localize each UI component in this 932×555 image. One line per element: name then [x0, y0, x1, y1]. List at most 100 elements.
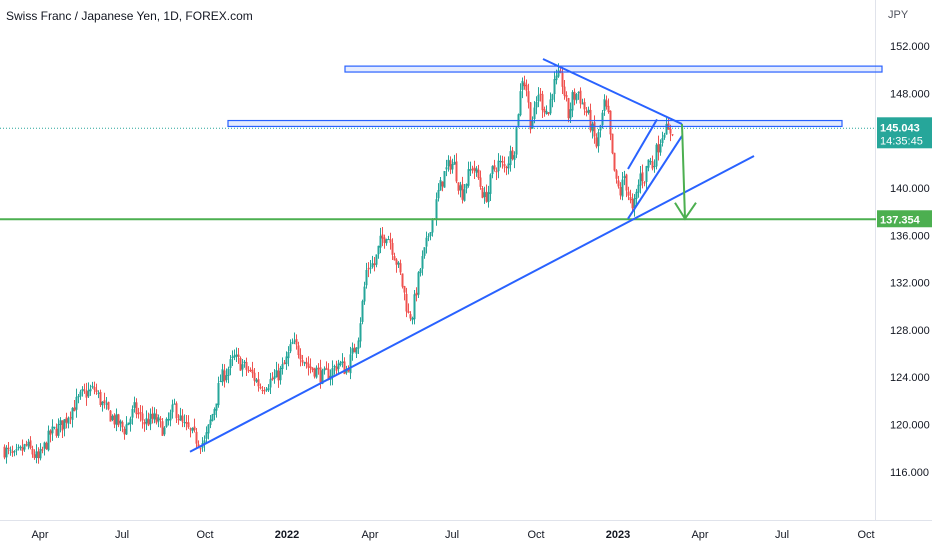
candle-body: [119, 420, 122, 424]
candle-body: [471, 168, 474, 170]
candle-body: [5, 447, 8, 458]
candle-body: [535, 101, 538, 108]
candle-body: [209, 419, 212, 425]
candle-body: [327, 369, 330, 380]
candle-body: [353, 347, 356, 353]
candle-body: [197, 444, 200, 447]
candle-body: [17, 447, 20, 449]
candle-body: [87, 389, 90, 397]
candle-body: [411, 317, 414, 321]
candle-body: [37, 451, 40, 458]
candle-body: [151, 413, 154, 419]
candle-body: [57, 424, 60, 436]
candle-body: [507, 163, 510, 169]
candle-body: [185, 422, 188, 424]
time-tick-label: Oct: [527, 529, 544, 541]
candle-body: [247, 370, 250, 372]
time-tick-label: 2022: [275, 529, 299, 541]
candle-body: [549, 99, 552, 114]
candle-body: [591, 123, 594, 132]
candle-body: [619, 186, 622, 196]
candle-body: [537, 94, 540, 102]
candle-body: [103, 400, 106, 404]
projection-arrow-head: [674, 202, 697, 221]
candle-body: [91, 385, 94, 388]
candle-body: [603, 99, 606, 111]
candle-body: [663, 134, 666, 138]
candle-body: [419, 269, 422, 274]
candle-body: [381, 234, 384, 239]
candle-body: [183, 421, 186, 424]
candle-body: [355, 347, 358, 354]
candle-body: [595, 137, 598, 147]
candle-body: [395, 259, 398, 265]
candle-body: [59, 420, 62, 425]
candle-body: [435, 199, 438, 219]
candle-body: [309, 366, 312, 369]
candle-body: [347, 369, 350, 372]
candle-body: [447, 159, 450, 167]
candle-body: [3, 446, 6, 458]
price-tick-label: 136.000: [890, 230, 930, 242]
candle-body: [75, 396, 78, 410]
candle-body: [23, 444, 26, 450]
candle-body: [429, 232, 432, 236]
candle-body: [139, 411, 142, 414]
time-tick-label: Oct: [196, 529, 213, 541]
candle-body: [671, 134, 674, 136]
candle-body: [379, 235, 382, 248]
candle-body: [191, 427, 194, 432]
candle-body: [515, 127, 518, 155]
candle-body: [97, 392, 100, 394]
candle-body: [179, 415, 182, 421]
candle-body: [239, 357, 242, 371]
candle-body: [237, 354, 240, 358]
candle-body: [343, 361, 346, 375]
candle-body: [217, 382, 220, 406]
candle-body: [39, 448, 42, 459]
candle-body: [403, 286, 406, 293]
candle-body: [93, 387, 96, 390]
candle-body: [413, 294, 416, 320]
candle-body: [291, 342, 294, 344]
candle-body: [167, 419, 170, 421]
candle-body: [397, 262, 400, 265]
candle-body: [331, 368, 334, 377]
candle-body: [519, 91, 522, 116]
candle-body: [25, 444, 28, 446]
candle-body: [665, 124, 668, 135]
candle-body: [249, 369, 252, 371]
candles-layer: [3, 63, 674, 464]
candle-body: [567, 98, 570, 119]
candle-body: [193, 426, 196, 431]
candle-body: [375, 254, 378, 265]
candle-body: [145, 418, 148, 424]
candle-body: [423, 247, 426, 256]
candle-body: [317, 368, 320, 370]
candle-body: [11, 451, 14, 454]
price-axis: 152.000 148.000 140.000 136.000 132.000 128.0…: [890, 41, 930, 479]
candle-body: [71, 408, 74, 420]
candle-body: [211, 414, 214, 421]
candle-body: [459, 185, 462, 191]
candle-body: [491, 166, 494, 175]
candle-body: [575, 94, 578, 101]
candle-body: [451, 164, 454, 170]
price-tick-label: 128.000: [890, 325, 930, 337]
price-tick-label: 132.000: [890, 278, 930, 290]
rising-channel-lower: [627, 135, 683, 220]
candle-body: [125, 424, 128, 435]
candle-body: [235, 354, 238, 357]
candle-body: [601, 112, 604, 125]
candle-body: [457, 182, 460, 191]
candle-body: [297, 345, 300, 355]
candle-body: [461, 184, 464, 200]
candle-body: [585, 110, 588, 113]
candle-body: [83, 389, 86, 391]
candle-body: [613, 152, 616, 171]
candle-body: [611, 133, 614, 154]
candle-body: [213, 409, 216, 415]
candle-body: [621, 179, 624, 197]
price-tick-label: 120.000: [890, 420, 930, 432]
candle-body: [275, 370, 278, 378]
